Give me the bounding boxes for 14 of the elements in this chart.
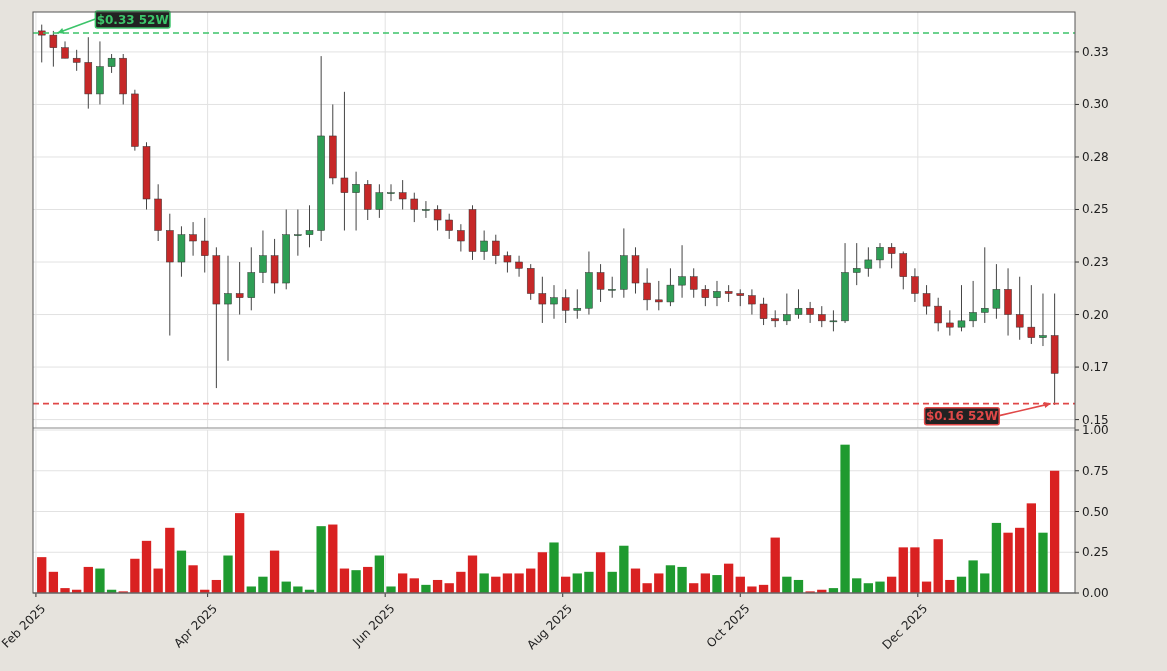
- y-tick-label: 0.00: [1082, 586, 1109, 600]
- y-tick-label: 0.20: [1082, 307, 1109, 322]
- y-tick-label: 0.28: [1082, 149, 1109, 164]
- ref-line-label: $0.16 52W: [925, 409, 998, 424]
- y-tick-label: 0.17: [1082, 360, 1109, 375]
- y-tick-label: 0.75: [1082, 463, 1109, 478]
- y-tick-label: 0.30: [1082, 97, 1109, 112]
- y-tick-label: 0.50: [1082, 504, 1109, 519]
- legend-label: $0.33 52W: [96, 12, 169, 27]
- y-tick-label: 0.33: [1082, 44, 1109, 59]
- y-tick-label: 1.00: [1082, 423, 1109, 437]
- y-tick-label: 0.25: [1082, 202, 1109, 217]
- y-tick-label: 0.25: [1082, 545, 1109, 560]
- y-tick-label: 0.23: [1082, 255, 1109, 270]
